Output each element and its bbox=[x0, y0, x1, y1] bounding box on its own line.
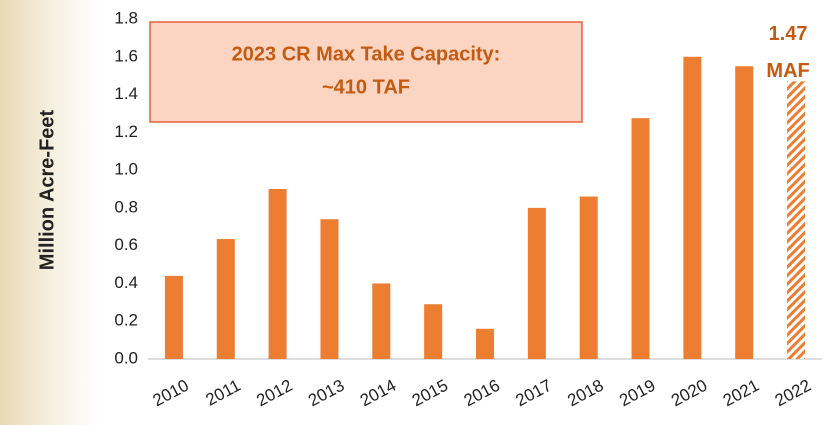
y-tick-label: 1.6 bbox=[114, 46, 138, 65]
annotation-text: ~410 TAF bbox=[322, 76, 410, 98]
bar bbox=[268, 189, 287, 359]
bar bbox=[579, 196, 598, 359]
bar bbox=[683, 56, 702, 360]
y-tick-label: 0.4 bbox=[114, 273, 138, 292]
y-tick-label: 1.0 bbox=[114, 160, 138, 179]
y-tick-label: 1.8 bbox=[114, 8, 138, 27]
bar bbox=[735, 66, 754, 359]
y-tick-label: 1.4 bbox=[114, 84, 138, 103]
y-tick-label: 0.0 bbox=[114, 348, 138, 367]
bar bbox=[787, 81, 806, 359]
bar bbox=[320, 219, 339, 359]
annotation-text: 2023 CR Max Take Capacity: bbox=[232, 43, 501, 65]
y-tick-label: 0.8 bbox=[114, 197, 138, 216]
bar bbox=[216, 239, 235, 359]
y-axis-title: Million Acre-Feet bbox=[36, 109, 58, 270]
y-tick-label: 1.2 bbox=[114, 122, 138, 141]
bar bbox=[424, 304, 443, 359]
y-tick-label: 0.6 bbox=[114, 235, 138, 254]
bar bbox=[631, 118, 650, 360]
bar bbox=[476, 328, 494, 359]
bar bbox=[372, 283, 391, 359]
value-label: 1.47 MAF bbox=[766, 23, 809, 82]
annotation-box bbox=[149, 21, 583, 123]
bar bbox=[164, 275, 183, 359]
y-tick-label: 0.2 bbox=[114, 311, 138, 330]
bar bbox=[527, 207, 546, 359]
